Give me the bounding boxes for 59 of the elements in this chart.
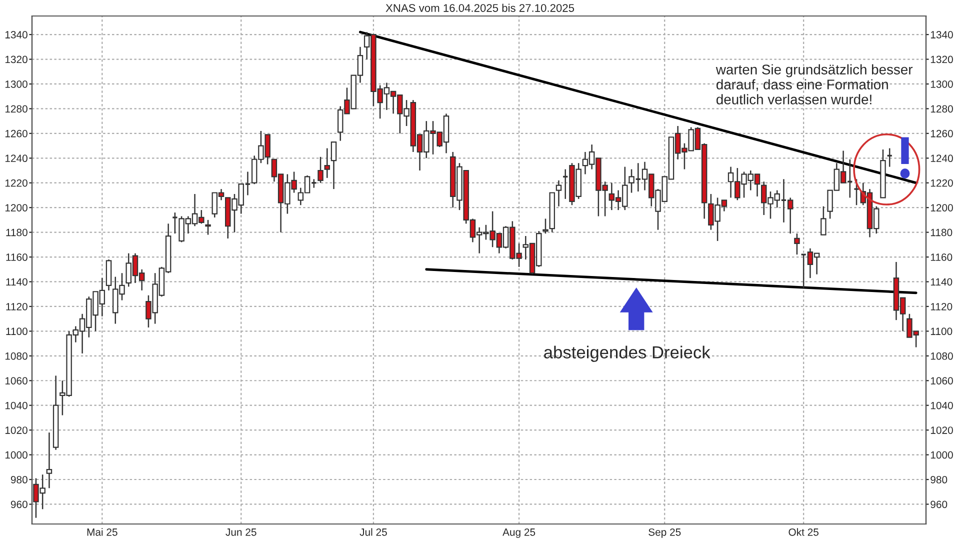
y2-tick-label: 1100 <box>930 328 952 336</box>
candlestick <box>318 156 324 184</box>
candlestick <box>794 232 800 256</box>
annotation: absteigendes Dreieck <box>544 346 710 362</box>
y2-tick-label: 1140 <box>930 278 952 286</box>
y2-tick-label: 1260 <box>930 130 953 138</box>
x-tick-label: Jun 25 <box>226 528 256 536</box>
y-tick-label: 1180 <box>6 228 28 236</box>
y-tick-label: 1320 <box>5 56 28 64</box>
y-tick-label: 1160 <box>6 254 28 261</box>
y2-tick-label: 1220 <box>930 179 953 187</box>
chart-title: XNAS vom 16.04.2025 bis 27.10.2025 <box>386 4 574 12</box>
y2-tick-label: 1120 <box>930 302 952 310</box>
y2-tick-label: 1080 <box>930 352 953 360</box>
y2-tick-label: 1320 <box>930 56 953 64</box>
y-tick-label: 1140 <box>6 278 28 286</box>
y2-tick-label: 1200 <box>930 204 953 212</box>
y-tick-label: 1120 <box>6 302 28 310</box>
y2-tick-label: 1000 <box>930 451 953 459</box>
y-tick-label: 1260 <box>5 130 28 138</box>
candlestick <box>556 180 562 207</box>
y2-tick-label: 1060 <box>930 377 953 384</box>
y-tick-label: 1220 <box>5 179 28 187</box>
y-tick-label: 1240 <box>5 154 28 162</box>
y2-tick-label: 1040 <box>930 402 953 410</box>
x-tick-label: Jul 25 <box>360 528 387 536</box>
y-tick-label: 980 <box>10 476 28 484</box>
y-tick-label: 1000 <box>5 451 28 459</box>
y-tick-label: 960 <box>10 500 28 508</box>
y-tick-label: 1020 <box>5 426 28 434</box>
y2-tick-label: 980 <box>930 476 948 484</box>
candlestick <box>542 218 548 234</box>
x-tick-label: Okt 25 <box>788 528 818 536</box>
y-tick-label: 1080 <box>5 352 28 360</box>
x-tick-label: Mai 25 <box>87 528 118 536</box>
candlestick <box>330 141 337 190</box>
y-tick-label: 1200 <box>5 204 28 212</box>
y2-tick-label: 1240 <box>930 154 953 162</box>
x-tick-label: Sep 25 <box>648 528 681 538</box>
y2-tick-label: 1160 <box>930 254 952 261</box>
y-tick-label: 1060 <box>5 377 28 384</box>
y2-tick-label: 1180 <box>930 228 952 236</box>
y2-tick-label: 960 <box>930 500 948 508</box>
candlestick <box>820 206 826 236</box>
candlestick <box>205 219 211 236</box>
y-tick-label: 1340 <box>5 31 28 38</box>
y-tick-label: 1100 <box>6 328 28 336</box>
annotation: warten Sie grundsätzlich besser darauf, dass eine Formation deutlich verlassen wurde! <box>716 64 913 104</box>
y-tick-label: 1040 <box>5 402 28 410</box>
y-tick-label: 1280 <box>5 105 28 113</box>
y-tick-label: 1300 <box>5 80 28 88</box>
y2-tick-label: 1020 <box>930 426 953 434</box>
candlestick <box>853 178 860 206</box>
y2-tick-label: 1280 <box>930 105 953 113</box>
y2-tick-label: 1340 <box>930 31 953 38</box>
candlestick <box>46 432 52 489</box>
x-tick-label: Aug 25 <box>502 528 536 538</box>
y2-tick-label: 1300 <box>930 80 953 88</box>
candlestick <box>324 148 330 179</box>
